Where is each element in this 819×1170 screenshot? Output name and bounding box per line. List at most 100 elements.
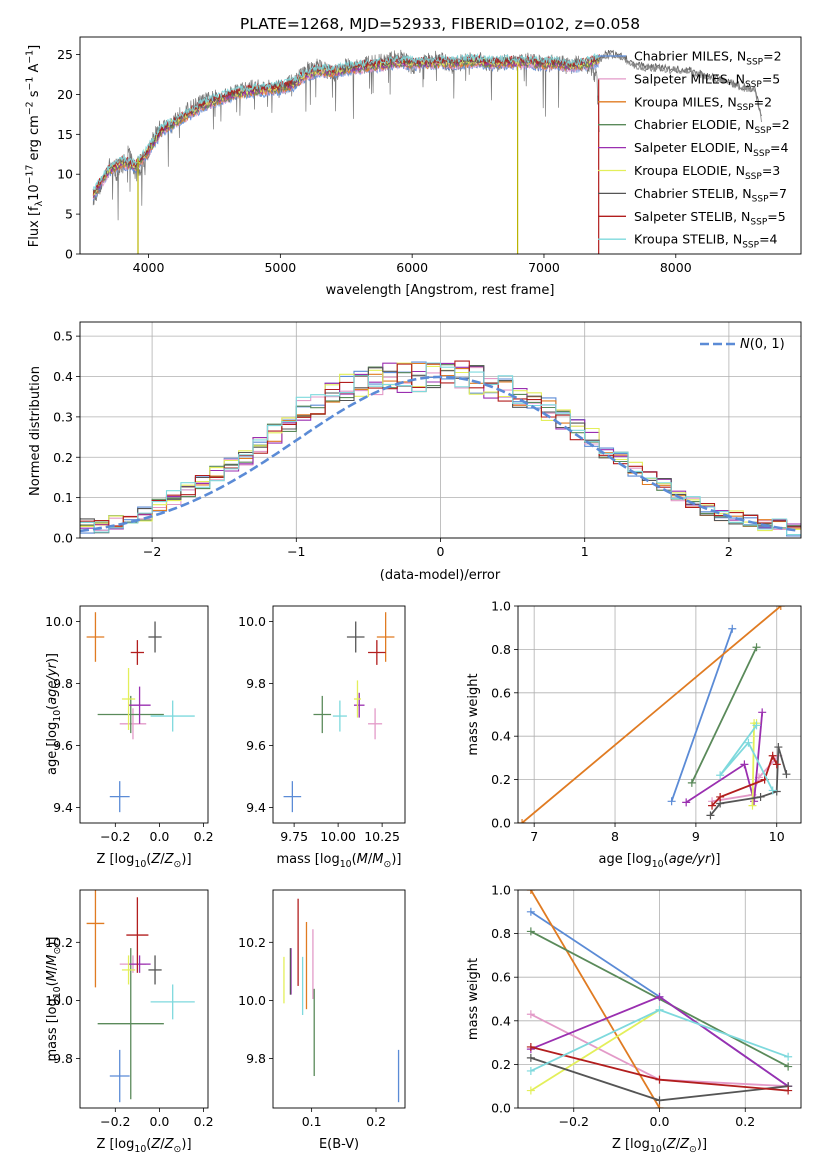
histograms [80,360,801,537]
y-tick-label: 10.0 [45,614,73,629]
y-tick-label: 10 [57,167,73,182]
mass-weight-marker [667,797,676,806]
x-tick-label: 2 [725,544,733,559]
x-tick-label: 0.2 [735,1114,755,1129]
mass-weight-marker [782,770,791,779]
mass-weight-marker [748,801,757,810]
model-spectrum-line [92,58,600,198]
mass-weight-marker [655,1104,664,1108]
y-tick-label: 9.6 [246,738,266,753]
x-tick-label: 6000 [396,260,428,275]
y-tick-label: 0 [65,247,73,262]
x-tick-label: 10 [769,829,785,844]
y-tick-label: 0.0 [491,816,511,831]
mass-weight-marker [706,811,715,820]
axes-frame [272,605,406,824]
spectrum-plot: 4000 5000 6000 7000 8000 0 5 10 15 20 25 Flux [fλ10… [25,36,802,275]
mass-weight-marker [758,708,767,717]
y-tick-label: 0.3 [53,409,73,424]
mass-weight-marker [768,751,777,760]
axes-frame [517,605,802,824]
mass-weight-line [670,628,734,802]
x-axis-label: age [log10(age/yr)] [598,852,720,870]
x-tick-label: −0.2 [100,829,130,844]
x-tick-label: 9 [692,829,700,844]
y-tick-label: 0.2 [53,450,73,465]
mass-weight-marker [526,1010,535,1019]
y-tick-label: 0.5 [53,329,73,344]
mass-weight-marker [768,786,777,795]
mass-weight-line [719,724,774,791]
mass-weight-vs-metallicity-plot: −0.2 0.0 0.2 0.0 0.2 0.4 0.6 0.8 1.0 Z [log10(Z/Z… [466,883,802,1155]
axes-frame [79,321,802,539]
mass-weight-lines [526,890,793,1108]
legend-label: Salpeter ELODIE, NSSP=4 [634,140,789,159]
legend-label: Chabrier STELIB, NSSP=7 [634,186,787,205]
y-axis-label: mass [log10(M/M⊙)] [45,937,63,1062]
mass-weight-marker [708,801,717,810]
mass-weight-line [709,746,788,816]
mass-weight-line [685,712,764,804]
mass-weight-marker [655,1096,664,1105]
mass-weight-line [530,890,661,1108]
mass-weight-marker [655,992,664,1001]
x-tick-label: −0.2 [559,1114,589,1129]
mass-weight-marker [740,760,749,769]
x-tick-label: 8 [611,829,619,844]
mass-weight-marker [752,643,761,652]
y-tick-label: 10.0 [45,993,73,1008]
y-tick-label: 1.0 [491,599,511,614]
mass-weight-marker [716,792,725,801]
legend-label: Chabrier ELODIE, NSSP=2 [634,117,790,136]
mass-weight-marker [784,1062,793,1071]
spectrum-lines [92,49,762,254]
legend-label: Salpeter STELIB, NSSP=5 [634,209,786,228]
mass-weight-vs-age-plot: 7 8 9 10 0.0 0.2 0.4 0.6 0.8 1.0 age [log10(age/yr… [466,599,802,870]
mass-weight-marker [526,1066,535,1075]
mass-weight-marker [774,743,783,752]
x-tick-label: −2 [143,544,161,559]
mass-weight-marker [518,819,527,823]
model-spectrum-tail [598,50,762,123]
y-tick-label: 0.6 [491,970,511,985]
x-axis-label: Z [log10(Z/Z⊙)] [96,852,191,870]
y-tick-label: 10.2 [238,935,266,950]
y-tick-label: 9.8 [53,676,73,691]
y-axis-label: mass weight [466,958,481,1040]
x-tick-label: 0.2 [194,1114,214,1129]
x-tick-label: 0 [437,544,445,559]
x-tick-label: 0.0 [150,1114,170,1129]
x-tick-label: 0.1 [302,1114,322,1129]
x-tick-label: −0.2 [100,1114,130,1129]
y-tick-label: 25 [57,47,73,62]
normal-reference-curve [80,375,799,533]
x-tick-label: 0.0 [650,1114,670,1129]
y-tick-label: 0.6 [491,685,511,700]
mass-weight-line [690,646,758,784]
residuals-xlabel: (data-model)/error [380,568,501,583]
residuals-plot: −2 −1 0 1 2 0.0 0.1 0.2 0.3 0.4 0.5 N(0, 1) [53,321,802,559]
x-tick-label: 0.2 [194,829,214,844]
y-tick-label: 9.8 [246,676,266,691]
y-tick-label: 1.0 [491,883,511,898]
mass-weight-marker [526,1042,535,1051]
mass-weight-marker [682,798,691,807]
x-tick-label: 5000 [264,260,296,275]
mass-weight-marker [772,760,781,769]
errorbars [283,612,395,813]
axes-frame [517,889,802,1109]
y-tick-label: 15 [57,127,73,142]
x-tick-label: 0.0 [150,829,170,844]
legend-label: Chabrier MILES, NSSP=2 [634,49,782,68]
y-tick-label: 0.0 [53,531,73,546]
x-tick-label: 4000 [133,260,165,275]
y-tick-label: 0.0 [491,1101,511,1116]
mass-weight-marker [744,738,753,747]
y-tick-label: 10.2 [45,935,73,950]
x-tick-label: 10.25 [364,829,400,844]
spectrum-ylabel: Flux [fλ10−17 erg cm−2 s−1 A−1] [25,45,45,247]
model-spectrum-line [92,52,600,191]
mass-weight-marker [655,1075,664,1084]
mass-vs-metallicity-plot: −0.2 0.0 0.2 9.8 10.0 10.2 Z [log10(Z/Z⊙)] mass… [45,889,214,1155]
legend-label: Salpeter MILES, NSSP=5 [634,71,780,90]
